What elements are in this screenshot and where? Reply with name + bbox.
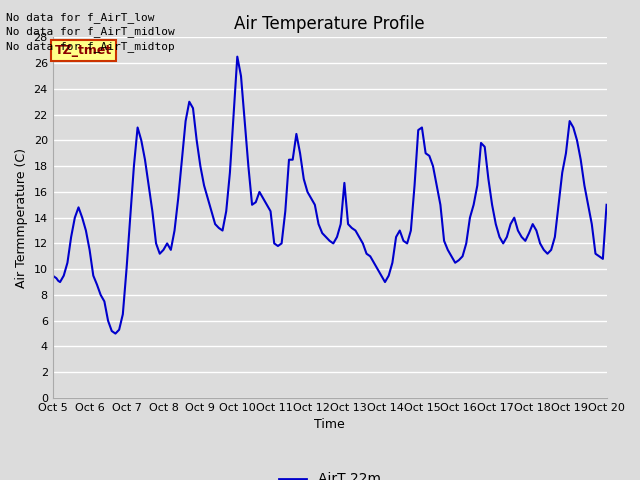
X-axis label: Time: Time <box>314 419 345 432</box>
Text: No data for f_AirT_midlow: No data for f_AirT_midlow <box>6 26 175 37</box>
Y-axis label: Air Termmperature (C): Air Termmperature (C) <box>15 148 28 288</box>
Text: TZ_tmet: TZ_tmet <box>54 44 112 57</box>
Title: Air Temperature Profile: Air Temperature Profile <box>234 15 425 33</box>
Text: No data for f_AirT_midtop: No data for f_AirT_midtop <box>6 41 175 52</box>
Legend: AirT 22m: AirT 22m <box>273 467 386 480</box>
Text: No data for f_AirT_low: No data for f_AirT_low <box>6 12 155 23</box>
